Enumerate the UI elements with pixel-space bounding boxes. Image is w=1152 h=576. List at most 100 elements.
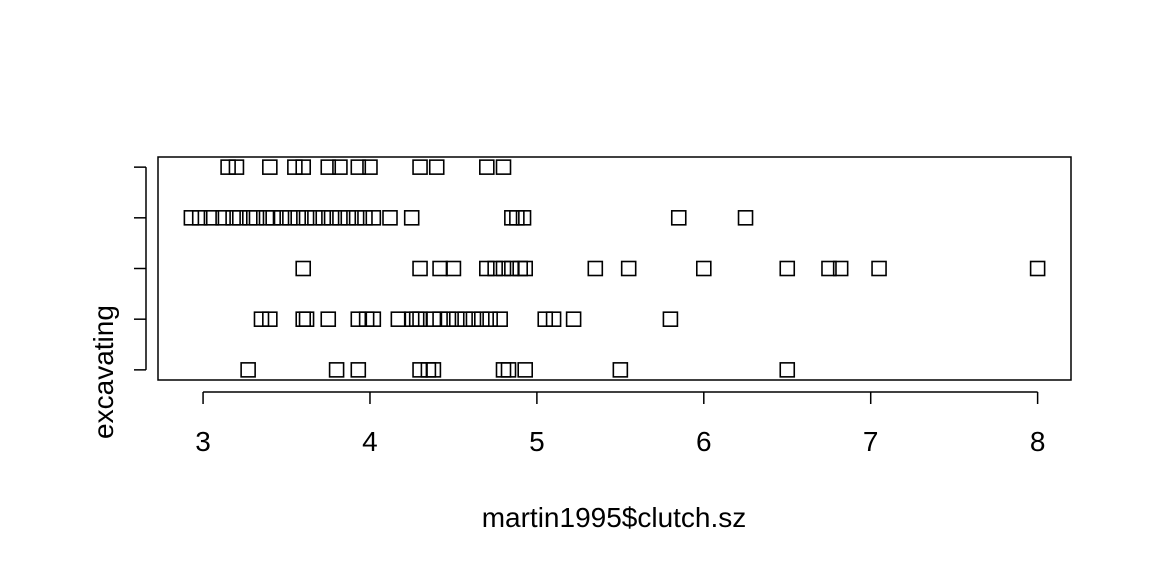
data-point xyxy=(365,210,382,226)
data-point xyxy=(448,311,465,327)
data-point xyxy=(403,311,420,327)
data-point xyxy=(587,260,604,277)
data-point xyxy=(262,311,278,327)
x-tick-label: 7 xyxy=(863,426,879,457)
data-point xyxy=(500,362,517,378)
data-point xyxy=(328,362,345,378)
data-point xyxy=(432,260,448,277)
data-point xyxy=(265,210,281,226)
data-point xyxy=(340,210,357,226)
data-point xyxy=(320,159,337,175)
x-tick-label: 4 xyxy=(362,426,378,457)
x-axis: 3 4 5 6 7 8 xyxy=(195,391,1046,457)
data-point xyxy=(537,311,554,327)
data-point xyxy=(465,311,482,327)
data-point xyxy=(612,362,629,378)
data-point xyxy=(504,260,520,277)
x-tick-label: 6 xyxy=(696,426,712,457)
data-point xyxy=(350,159,367,175)
data-point xyxy=(821,260,837,277)
x-tick-label: 8 xyxy=(1030,426,1046,457)
x-tick-label: 3 xyxy=(195,426,211,457)
data-point xyxy=(290,210,307,226)
data-point xyxy=(315,210,332,226)
x-tick-label: 5 xyxy=(529,426,545,457)
data-point xyxy=(495,362,512,378)
plot-box xyxy=(157,156,1072,381)
y-axis xyxy=(134,166,147,371)
data-point xyxy=(482,311,498,327)
data-point xyxy=(307,210,323,226)
data-point xyxy=(487,260,503,277)
data-point xyxy=(298,210,315,226)
data-point xyxy=(779,362,796,378)
data-point xyxy=(425,362,442,378)
data-point xyxy=(350,362,367,378)
data-point xyxy=(412,159,428,175)
data-point xyxy=(832,260,849,277)
data-point xyxy=(357,210,373,226)
data-point xyxy=(240,362,256,378)
y-axis-label: excavating xyxy=(88,305,119,439)
data-point xyxy=(408,311,425,327)
data-point xyxy=(479,159,495,175)
data-point xyxy=(295,311,312,327)
data-point xyxy=(428,159,445,175)
data-point xyxy=(320,311,337,327)
data-point xyxy=(445,260,462,277)
data-point xyxy=(492,311,508,327)
data-point xyxy=(662,311,679,327)
data-point xyxy=(220,159,236,175)
data-point xyxy=(565,311,582,327)
data-point xyxy=(412,311,428,327)
data-point xyxy=(495,159,512,175)
data-point xyxy=(262,159,278,175)
data-point xyxy=(1029,260,1046,277)
data-point xyxy=(871,260,887,277)
data-point xyxy=(517,362,534,378)
data-point xyxy=(474,311,490,327)
data-point xyxy=(253,311,270,327)
data-point xyxy=(273,210,290,226)
data-point xyxy=(350,311,367,327)
data-point xyxy=(479,260,495,277)
data-point xyxy=(403,210,420,226)
data-point xyxy=(412,362,428,378)
data-point xyxy=(248,210,265,226)
data-point xyxy=(440,311,457,327)
data-point xyxy=(348,210,365,226)
data-point xyxy=(545,311,562,327)
data-point xyxy=(412,260,428,277)
data-point xyxy=(737,210,754,226)
data-point xyxy=(382,210,398,226)
data-point xyxy=(228,159,245,175)
data-point xyxy=(620,260,637,277)
data-point xyxy=(323,210,340,226)
data-point xyxy=(332,210,348,226)
data-point xyxy=(231,210,248,226)
data-point xyxy=(203,210,220,226)
data-point xyxy=(517,260,534,277)
data-point xyxy=(282,210,298,226)
data-point xyxy=(670,210,687,226)
data-point xyxy=(295,260,312,277)
data-point xyxy=(432,311,448,327)
data-point xyxy=(183,210,200,226)
data-point xyxy=(295,159,312,175)
data-point xyxy=(191,210,208,226)
data-point xyxy=(287,159,303,175)
data-point xyxy=(215,210,231,226)
data-point xyxy=(332,159,348,175)
data-point xyxy=(495,260,512,277)
data-point xyxy=(512,260,528,277)
data-point xyxy=(390,311,407,327)
data-point xyxy=(365,311,382,327)
data-point xyxy=(420,362,437,378)
data-point xyxy=(695,260,712,277)
data-points xyxy=(183,159,1046,378)
data-point xyxy=(298,311,315,327)
data-point xyxy=(515,210,532,226)
data-point xyxy=(457,311,473,327)
data-point xyxy=(362,159,378,175)
